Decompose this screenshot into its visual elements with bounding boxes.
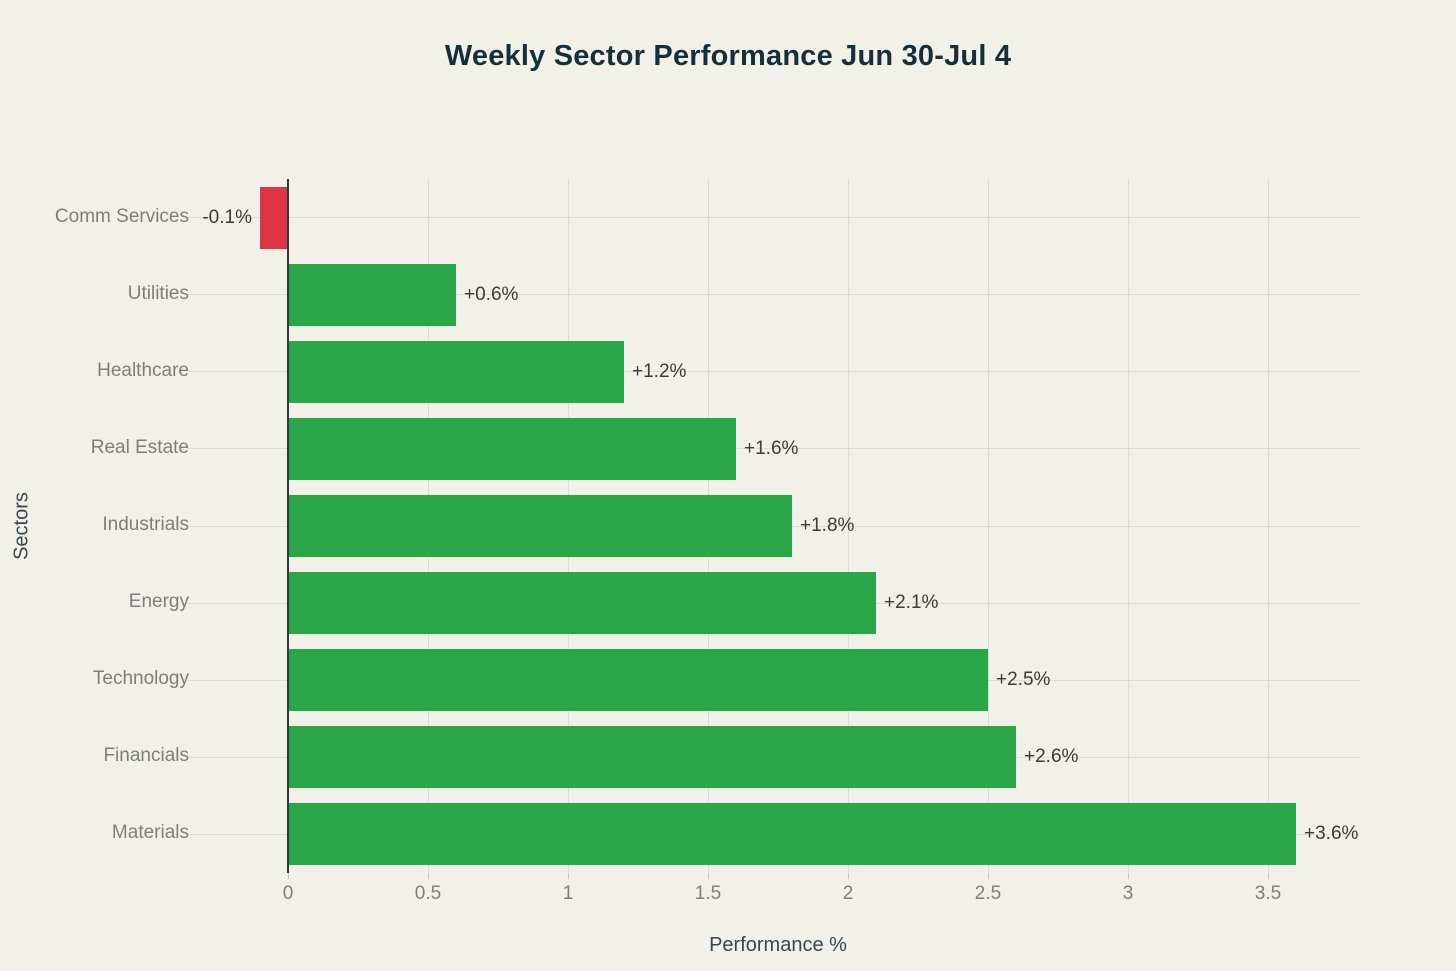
y-gridline [197, 371, 1359, 373]
bar-value-label-technology: +2.5% [996, 669, 1051, 691]
x-tick-mark [427, 873, 429, 879]
category-label-financials: Financials [103, 745, 189, 767]
x-tick-label: 2 [842, 883, 854, 904]
y-tick-mark [187, 217, 197, 219]
bar-value-label-healthcare: +1.2% [632, 360, 687, 382]
x-tick-label: 0.5 [414, 883, 442, 904]
chart-title: Weekly Sector Performance Jun 30-Jul 4 [444, 40, 1012, 72]
bar-value-label-comm-services: -0.1% [202, 206, 252, 228]
x-tick-mark [1127, 873, 1129, 879]
y-gridline [197, 294, 1359, 296]
y-tick-mark [187, 448, 197, 450]
y-gridline [197, 217, 1359, 219]
y-tick-mark [187, 833, 197, 835]
bar-value-label-utilities: +0.6% [464, 283, 519, 305]
bar-value-label-materials: +3.6% [1304, 823, 1359, 845]
x-tick-mark [567, 873, 569, 879]
x-axis-title: Performance % [709, 934, 847, 956]
bar-value-label-financials: +2.6% [1024, 746, 1079, 768]
y-tick-mark [187, 679, 197, 681]
category-label-healthcare: Healthcare [97, 359, 189, 381]
bar-comm-services[interactable] [260, 186, 288, 249]
bar-financials[interactable] [288, 726, 1016, 789]
bar-utilities[interactable] [288, 263, 456, 326]
x-tick-mark [1267, 873, 1269, 879]
category-label-energy: Energy [128, 591, 189, 613]
x-tick-label: 2.5 [974, 883, 1002, 904]
x-tick-mark [847, 873, 849, 879]
y-tick-mark [187, 525, 197, 527]
bar-real-estate[interactable] [288, 417, 736, 480]
bar-materials[interactable] [288, 803, 1296, 866]
bar-healthcare[interactable] [288, 340, 624, 403]
x-tick-label: 0 [282, 883, 294, 904]
x-tick-label: 3 [1122, 883, 1134, 904]
x-tick-label: 3.5 [1254, 883, 1282, 904]
category-label-real-estate: Real Estate [90, 436, 189, 458]
category-label-technology: Technology [92, 668, 189, 690]
bar-value-label-energy: +2.1% [884, 592, 939, 614]
x-tick-label: 1 [562, 883, 574, 904]
category-label-utilities: Utilities [127, 282, 189, 304]
x-tick-label: 1.5 [694, 883, 722, 904]
zero-axis-line [287, 179, 289, 873]
x-tick-mark [287, 873, 289, 879]
bar-value-label-industrials: +1.8% [800, 515, 855, 536]
category-label-industrials: Industrials [102, 514, 189, 535]
y-tick-mark [187, 602, 197, 604]
category-label-materials: Materials [111, 822, 189, 844]
y-tick-mark [187, 294, 197, 296]
bar-technology[interactable] [288, 649, 988, 712]
bar-industrials[interactable] [288, 495, 792, 557]
category-label-comm-services: Comm Services [54, 205, 189, 227]
y-tick-mark [187, 756, 197, 758]
plot-area: 0 0.5 1 1.5 2 2.5 3 3.5 Comm Services -0.1% Utilit… [55, 179, 1359, 904]
x-tick-mark [707, 873, 709, 879]
bar-value-label-real-estate: +1.6% [744, 437, 799, 459]
x-tick-mark [987, 873, 989, 879]
bar-energy[interactable] [288, 572, 876, 635]
y-gridline [197, 448, 1359, 450]
y-tick-mark [187, 371, 197, 373]
